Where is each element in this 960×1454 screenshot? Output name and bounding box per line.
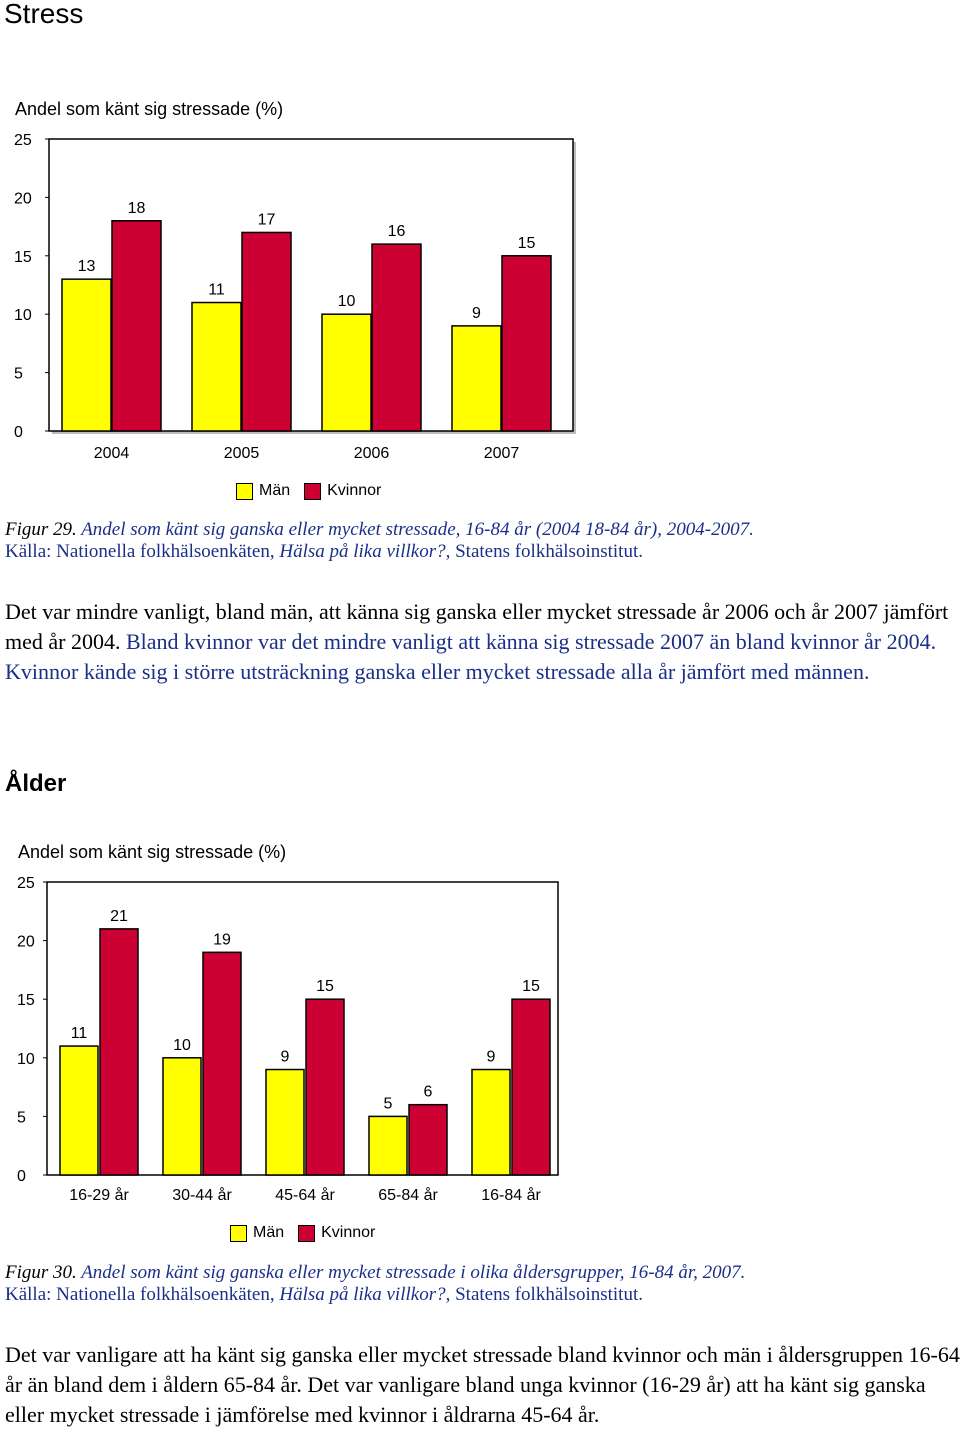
chart2-bar-women xyxy=(408,1103,448,1176)
paragraph-1-black: Det var mindre vanligt, bland män, att k… xyxy=(5,599,949,654)
figure-caption-30: Figur 30. Andel som känt sig ganska elle… xyxy=(5,1262,955,1306)
chart2-data-label: 19 xyxy=(213,931,231,948)
figure-caption-29: Figur 29. Andel som känt sig ganska elle… xyxy=(5,519,955,563)
legend2-item-women: Kvinnor xyxy=(298,1224,375,1242)
figure-label: Figur 29. xyxy=(5,519,77,540)
figure-text: Andel som känt sig ganska eller mycket s… xyxy=(76,519,754,540)
chart2-category-label: 45-64 år xyxy=(275,1186,335,1204)
chart2-bar-women xyxy=(305,998,345,1176)
chart1-bar-women xyxy=(241,231,292,432)
chart1-data-label: 10 xyxy=(338,293,356,310)
legend2-label-women: Kvinnor xyxy=(321,1224,376,1241)
chart2-bar-men xyxy=(162,1057,202,1176)
source-suffix: , Statens folkhälsoinstitut. xyxy=(445,1284,643,1305)
chart2-data-label: 9 xyxy=(281,1049,290,1066)
chart2-category-label: 16-29 år xyxy=(69,1186,129,1204)
chart2-data-label: 15 xyxy=(316,978,334,995)
chart2-category-label: 16-84 år xyxy=(481,1186,541,1204)
chart2-ylabel: Andel som känt sig stressade (%) xyxy=(18,842,287,862)
legend-label-men: Män xyxy=(259,482,291,499)
legend-swatch-men xyxy=(236,482,253,500)
chart2-bar-men xyxy=(368,1115,408,1176)
chart2-bar-men xyxy=(265,1068,305,1176)
chart2-ytick-label: 5 xyxy=(17,1109,26,1126)
chart2-data-label: 10 xyxy=(173,1037,191,1054)
legend2-item-men: Män xyxy=(230,1224,284,1242)
chart2-ytick-label: 0 xyxy=(17,1168,26,1185)
chart1-bar-women xyxy=(501,255,552,432)
chart2-ytick-label: 25 xyxy=(17,875,35,892)
chart2-bar-men xyxy=(59,1045,99,1176)
legend-item-men: Män xyxy=(236,482,290,500)
chart1-bar-women xyxy=(111,220,162,432)
chart2-category-label: 30-44 år xyxy=(172,1186,232,1204)
chart1-ytick-label: 25 xyxy=(14,132,32,149)
chart2-category-label: 65-84 år xyxy=(378,1186,438,1204)
chart1-ytick-label: 5 xyxy=(14,366,23,383)
figure-text: Andel som känt sig ganska eller mycket s… xyxy=(76,1262,746,1283)
chart2-bar-women xyxy=(202,951,242,1176)
chart2-ytick-label: 15 xyxy=(17,992,35,1009)
source-italic: Hälsa på lika villkor? xyxy=(279,541,446,562)
chart1: 0 5 10 15 20 25 13 18 2004 11 17 2005 10 16 2006 9 15 200… xyxy=(14,132,576,462)
chart2-bar-men xyxy=(471,1068,511,1176)
chart1-data-label: 15 xyxy=(518,235,536,252)
chart1-bar-women xyxy=(371,243,422,432)
chart2: 0 5 10 15 20 25 11 21 16-29 år 10 19 30-44 år 9 15 45-… xyxy=(17,875,559,1204)
chart2-data-label: 5 xyxy=(384,1095,393,1112)
chart1-ytick-label: 10 xyxy=(14,307,32,324)
chart1-category-label: 2004 xyxy=(94,445,130,462)
chart1-bar-men xyxy=(191,301,242,432)
chart1-data-label: 17 xyxy=(258,211,276,228)
chart2-data-label: 11 xyxy=(71,1025,88,1042)
chart1-data-label: 13 xyxy=(78,258,96,275)
chart1-bar-men xyxy=(451,325,502,432)
chart1-ytick-label: 15 xyxy=(14,249,32,266)
chart2-data-label: 9 xyxy=(487,1049,496,1066)
chart1-data-label: 9 xyxy=(472,305,481,322)
legend-label-women: Kvinnor xyxy=(327,482,382,499)
chart2-ytick-label: 10 xyxy=(17,1051,35,1068)
legend2-label-men: Män xyxy=(253,1224,285,1241)
chart1-category-label: 2007 xyxy=(484,445,520,462)
paragraph-1: Det var mindre vanligt, bland män, att k… xyxy=(5,597,960,687)
chart1-data-label: 18 xyxy=(128,200,146,217)
chart1-bar-men xyxy=(61,278,112,432)
legend-swatch-women xyxy=(304,482,322,500)
chart1-legend: Män Kvinnor xyxy=(236,482,385,500)
source-italic: Hälsa på lika villkor? xyxy=(279,1284,446,1305)
chart1-category-label: 2005 xyxy=(224,445,260,462)
chart2-bar-women xyxy=(511,998,551,1176)
chart1-data-label: 11 xyxy=(208,282,225,299)
chart2-bar-women xyxy=(99,928,139,1176)
legend-item-women: Kvinnor xyxy=(304,482,381,500)
section-title: Ålder xyxy=(5,770,67,797)
paragraph-1-blue: Bland kvinnor var det mindre vanligt att… xyxy=(5,629,937,684)
chart2-data-label: 21 xyxy=(110,908,128,925)
legend2-swatch-men xyxy=(230,1224,247,1242)
chart1-ytick-label: 0 xyxy=(14,424,23,441)
legend2-swatch-women xyxy=(298,1224,316,1242)
chart1-data-label: 16 xyxy=(388,223,406,240)
chart1-bar-men xyxy=(321,313,372,432)
chart2-data-label: 6 xyxy=(424,1084,433,1101)
chart1-ylabel: Andel som känt sig stressade (%) xyxy=(15,99,284,119)
source-prefix: Källa: Nationella folkhälsoenkäten, xyxy=(5,1284,280,1305)
source-prefix: Källa: Nationella folkhälsoenkäten, xyxy=(5,541,280,562)
chart2-ytick-label: 20 xyxy=(17,934,35,951)
chart1-ytick-label: 20 xyxy=(14,190,32,207)
chart1-category-label: 2006 xyxy=(354,445,390,462)
page-title: Stress xyxy=(4,0,84,29)
source-suffix: , Statens folkhälsoinstitut. xyxy=(445,541,643,562)
figure-label: Figur 30. xyxy=(5,1262,77,1283)
paragraph-2: Det var vanligare att ha känt sig ganska… xyxy=(5,1342,960,1427)
chart2-legend: Män Kvinnor xyxy=(230,1224,379,1242)
chart2-data-label: 15 xyxy=(522,978,540,995)
